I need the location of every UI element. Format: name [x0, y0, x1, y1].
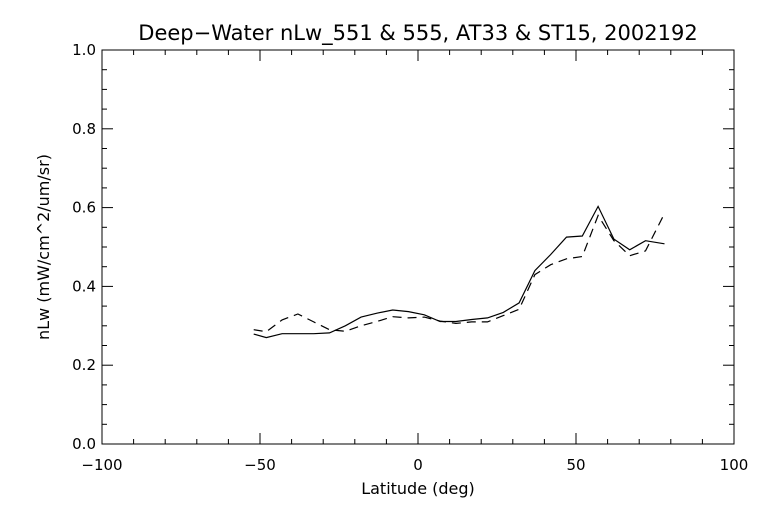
plot-frame [101, 49, 735, 445]
chart-title: Deep−Water nLw_551 & 555, AT33 & ST15, 2… [138, 21, 697, 46]
y-tick-label: 0.4 [72, 277, 96, 295]
y-tick-label: 0.0 [72, 435, 96, 453]
y-axis-label: nLw (mW/cm^2/um/sr) [34, 154, 53, 340]
y-tick-label: 0.2 [72, 356, 96, 374]
x-tick-label: −100 [81, 456, 122, 474]
y-tick-label: 0.6 [72, 199, 96, 217]
y-tick-label: 1.0 [72, 41, 96, 59]
x-tick-label: −50 [244, 456, 276, 474]
x-tick-label: 50 [566, 456, 585, 474]
series-layer [253, 205, 666, 339]
y-tick-label: 0.8 [72, 120, 96, 138]
x-tick-label: 0 [413, 456, 423, 474]
axes: −100 −50 0 50 100 0.0 0.2 0.4 0.6 0.8 1.0 [72, 41, 748, 474]
x-axis-label: Latitude (deg) [361, 479, 475, 498]
series-dashed-line [253, 213, 666, 333]
series-solid-line [253, 205, 665, 339]
x-tick-label: 100 [720, 456, 749, 474]
